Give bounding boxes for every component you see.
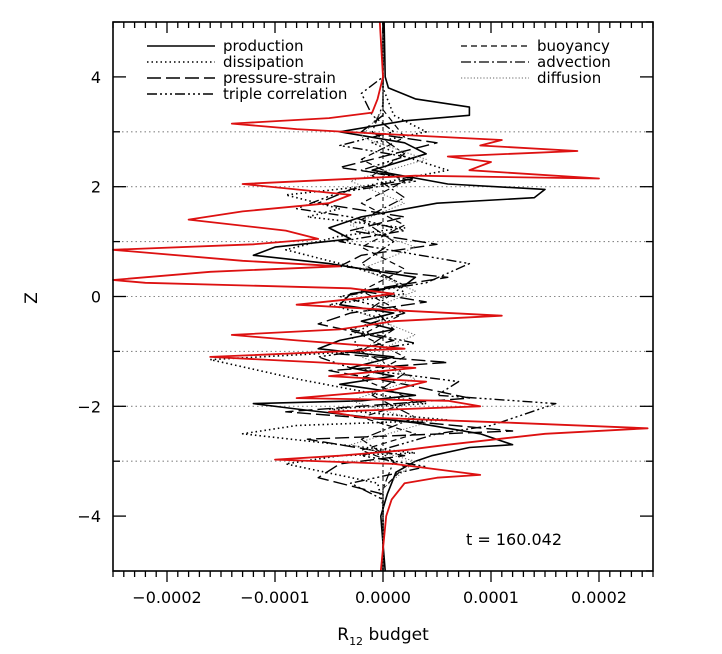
legend-label-production: production: [223, 37, 304, 55]
x-axis-title: R12 budget: [337, 625, 429, 648]
legend-label-pressure-strain: pressure-strain: [223, 69, 336, 87]
legend-label-diffusion: diffusion: [537, 69, 601, 87]
x-tick-label-3: 0.0001: [463, 588, 519, 607]
x-axis-title-rest: budget: [363, 625, 429, 645]
legend-label-advection: advection: [537, 53, 611, 71]
x-tick-label-1: −0.0001: [240, 588, 309, 607]
axes: [112, 21, 654, 582]
y-axis-title: Z: [22, 292, 42, 304]
series-line-triple-correlation: [295, 22, 557, 571]
time-annotation: t = 160.042: [466, 530, 562, 549]
x-axis-title-main: R: [337, 625, 349, 645]
y-tick-label-3: 2: [91, 178, 101, 197]
reference-lines: [113, 22, 653, 571]
x-tick-label-2: 0.0000: [355, 588, 411, 607]
y-tick-label-0: −4: [77, 507, 101, 526]
x-axis-title-subscript: 12: [349, 635, 363, 648]
legend-label-dissipation: dissipation: [223, 53, 304, 71]
series-lines: [112, 21, 649, 572]
x-tick-label-0: −0.0002: [132, 588, 201, 607]
y-tick-label-2: 0: [91, 288, 101, 307]
legend: productiondissipationpressure-straintrip…: [147, 37, 611, 103]
y-tick-label-4: 4: [91, 68, 101, 87]
series-line-diffusion: [350, 22, 427, 571]
legend-label-buoyancy: buoyancy: [537, 37, 610, 55]
series-line-red-curve: [112, 21, 649, 572]
series-line-advection: [360, 22, 416, 571]
y-tick-label-1: −2: [77, 397, 101, 416]
series-line-buoyancy: [360, 22, 416, 571]
series-line-pressure-strain: [285, 22, 514, 571]
legend-label-triple-correlation: triple correlation: [223, 85, 347, 103]
series-line-dissipation: [209, 22, 449, 571]
x-tick-label-4: 0.0002: [571, 588, 627, 607]
axis-labels: −0.0002 −0.0001 0.0000 0.0001 0.0002 −4 −2 0 2 4: [77, 68, 627, 607]
